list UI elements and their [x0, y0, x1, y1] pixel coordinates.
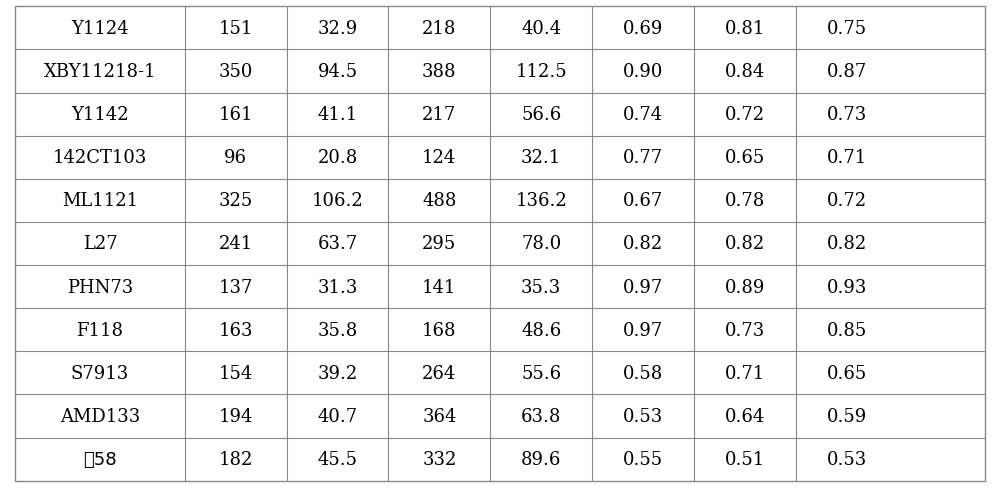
Text: S7913: S7913 [71, 364, 129, 382]
Text: 89.6: 89.6 [521, 450, 561, 468]
Text: 0.51: 0.51 [725, 450, 765, 468]
Text: 0.78: 0.78 [725, 192, 765, 210]
Text: 鄩58: 鄩58 [83, 450, 117, 468]
Text: PHN73: PHN73 [67, 278, 133, 296]
Text: 0.53: 0.53 [623, 407, 663, 425]
Text: 0.77: 0.77 [623, 149, 663, 167]
Text: 32.1: 32.1 [521, 149, 561, 167]
Text: 0.55: 0.55 [623, 450, 663, 468]
Text: ML1121: ML1121 [62, 192, 138, 210]
Text: 194: 194 [218, 407, 253, 425]
Text: 0.73: 0.73 [827, 106, 867, 124]
Text: 0.75: 0.75 [827, 20, 867, 38]
Text: 137: 137 [218, 278, 253, 296]
Text: 0.82: 0.82 [725, 235, 765, 253]
Text: 31.3: 31.3 [317, 278, 358, 296]
Text: 40.7: 40.7 [317, 407, 358, 425]
Text: 0.97: 0.97 [623, 321, 663, 339]
Text: 0.72: 0.72 [827, 192, 867, 210]
Text: AMD133: AMD133 [60, 407, 140, 425]
Text: 0.64: 0.64 [725, 407, 765, 425]
Text: 332: 332 [422, 450, 457, 468]
Text: 217: 217 [422, 106, 456, 124]
Text: 0.65: 0.65 [827, 364, 867, 382]
Text: 78.0: 78.0 [521, 235, 561, 253]
Text: 0.67: 0.67 [623, 192, 663, 210]
Text: 0.85: 0.85 [827, 321, 867, 339]
Text: 112.5: 112.5 [515, 63, 567, 81]
Text: 0.72: 0.72 [725, 106, 765, 124]
Text: 388: 388 [422, 63, 457, 81]
Text: 0.97: 0.97 [623, 278, 663, 296]
Text: 241: 241 [219, 235, 253, 253]
Text: 48.6: 48.6 [521, 321, 561, 339]
Text: 0.93: 0.93 [827, 278, 867, 296]
Text: 295: 295 [422, 235, 456, 253]
Text: 0.58: 0.58 [623, 364, 663, 382]
Text: 0.71: 0.71 [725, 364, 765, 382]
Text: 163: 163 [218, 321, 253, 339]
Text: 106.2: 106.2 [312, 192, 363, 210]
Text: 0.84: 0.84 [725, 63, 765, 81]
Text: 154: 154 [219, 364, 253, 382]
Text: 96: 96 [224, 149, 247, 167]
Text: 161: 161 [218, 106, 253, 124]
Text: 94.5: 94.5 [317, 63, 358, 81]
Text: 56.6: 56.6 [521, 106, 561, 124]
Text: 350: 350 [218, 63, 253, 81]
Text: 0.74: 0.74 [623, 106, 663, 124]
Text: Y1124: Y1124 [71, 20, 129, 38]
Text: 41.1: 41.1 [317, 106, 358, 124]
Text: 40.4: 40.4 [521, 20, 561, 38]
Text: 325: 325 [219, 192, 253, 210]
Text: 0.82: 0.82 [827, 235, 867, 253]
Text: 141: 141 [422, 278, 457, 296]
Text: 0.71: 0.71 [827, 149, 867, 167]
Text: 39.2: 39.2 [317, 364, 358, 382]
Text: 0.90: 0.90 [623, 63, 663, 81]
Text: 136.2: 136.2 [515, 192, 567, 210]
Text: 32.9: 32.9 [317, 20, 358, 38]
Text: 488: 488 [422, 192, 457, 210]
Text: F118: F118 [76, 321, 123, 339]
Text: 364: 364 [422, 407, 457, 425]
Text: 124: 124 [422, 149, 456, 167]
Text: 55.6: 55.6 [521, 364, 561, 382]
Text: 218: 218 [422, 20, 457, 38]
Text: 0.81: 0.81 [725, 20, 765, 38]
Text: 0.82: 0.82 [623, 235, 663, 253]
Text: 142CT103: 142CT103 [53, 149, 147, 167]
Text: 168: 168 [422, 321, 457, 339]
Text: 0.73: 0.73 [725, 321, 765, 339]
Text: XBY11218-1: XBY11218-1 [44, 63, 156, 81]
Text: 35.3: 35.3 [521, 278, 561, 296]
Text: 0.59: 0.59 [827, 407, 867, 425]
Text: 0.69: 0.69 [623, 20, 663, 38]
Text: 0.89: 0.89 [725, 278, 765, 296]
Text: 63.8: 63.8 [521, 407, 561, 425]
Text: L27: L27 [83, 235, 117, 253]
Text: 63.7: 63.7 [317, 235, 358, 253]
Text: 45.5: 45.5 [318, 450, 358, 468]
Text: 151: 151 [218, 20, 253, 38]
Text: Y1142: Y1142 [71, 106, 129, 124]
Text: 20.8: 20.8 [317, 149, 358, 167]
Text: 182: 182 [218, 450, 253, 468]
Text: 0.87: 0.87 [827, 63, 867, 81]
Text: 0.65: 0.65 [725, 149, 765, 167]
Text: 0.53: 0.53 [827, 450, 867, 468]
Text: 35.8: 35.8 [317, 321, 358, 339]
Text: 264: 264 [422, 364, 456, 382]
